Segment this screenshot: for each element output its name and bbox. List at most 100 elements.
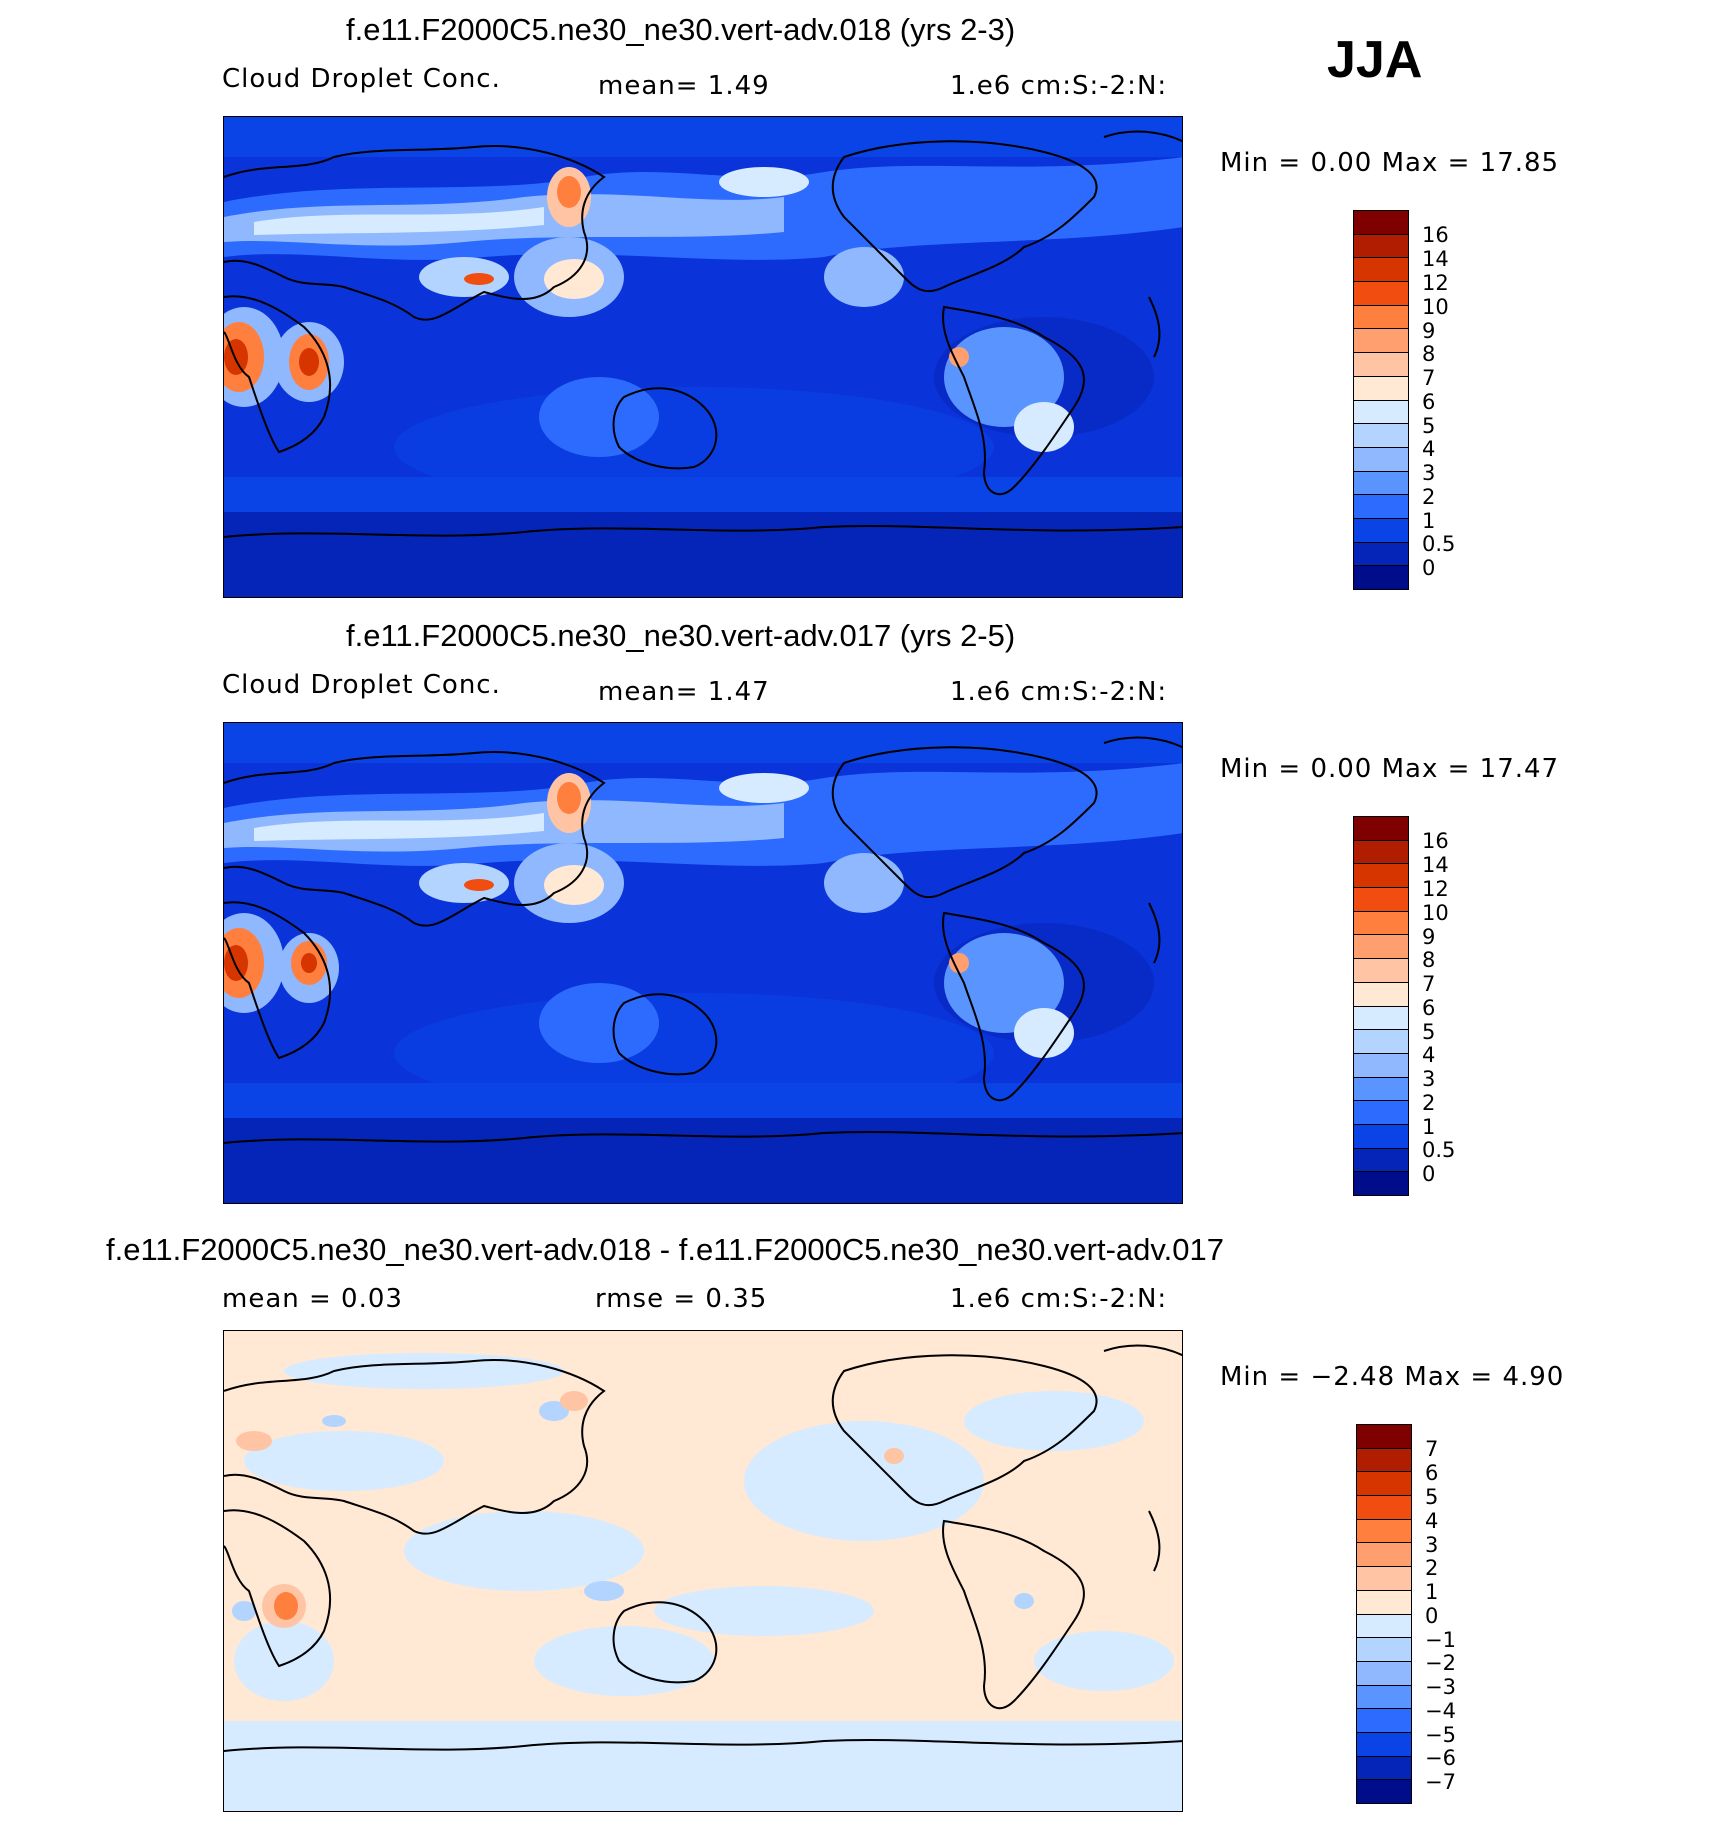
- panel-3-tick: −4: [1425, 1699, 1456, 1723]
- panel-2-colorbar-cell: [1354, 1124, 1408, 1149]
- panel-1-colorbar-cell: [1354, 211, 1408, 235]
- panel-1-tick: 7: [1422, 366, 1436, 390]
- panel-3-tick: 3: [1425, 1533, 1439, 1557]
- panel-3-colorbar-cell: [1357, 1496, 1411, 1520]
- panel-2-units-label: 1.e6 cm:S:-2:N:: [950, 677, 1168, 707]
- panel-3-title: f.e11.F2000C5.ne30_ne30.vert-adv.018 - f…: [106, 1232, 1224, 1267]
- panel-2-map-svg: [224, 723, 1182, 1203]
- panel-3-colorbar-cell: [1357, 1709, 1411, 1733]
- panel-1-colorbar-cell: [1354, 282, 1408, 306]
- panel-3-map: [223, 1330, 1183, 1812]
- panel-1-colorbar-ticks: 16 14 12 10 9 8 7 6 5 4 3 2 1 0.5 0: [1422, 210, 1482, 590]
- panel-3-tick: 1: [1425, 1580, 1439, 1604]
- panel-3-rmse-label: rmse = 0.35: [595, 1284, 768, 1314]
- panel-2-tick: 5: [1422, 1020, 1436, 1044]
- panel-3-tick: 5: [1425, 1485, 1439, 1509]
- panel-2-tick: 0: [1422, 1162, 1436, 1186]
- panel-1-colorbar-cell: [1354, 376, 1408, 401]
- panel-3-colorbar-cell: [1357, 1448, 1411, 1473]
- panel-2-colorbar-cell: [1354, 817, 1408, 841]
- panel-3-colorbar-cell: [1357, 1732, 1411, 1757]
- panel-2-minmax: Min = 0.00 Max = 17.47: [1220, 754, 1560, 784]
- panel-2-colorbar-cell: [1354, 1006, 1408, 1031]
- panel-2-colorbar-cell: [1354, 864, 1408, 889]
- panel-3-mean-label: mean = 0.03: [222, 1284, 403, 1314]
- panel-3-colorbar-cell: [1357, 1567, 1411, 1591]
- panel-3-tick: −2: [1425, 1651, 1456, 1675]
- panel-3-minmax: Min = −2.48 Max = 4.90: [1220, 1362, 1565, 1392]
- panel-1-tick: 9: [1422, 319, 1436, 343]
- panel-1-colorbar-cell: [1354, 566, 1408, 589]
- panel-1-variable-label: Cloud Droplet Conc.: [222, 64, 501, 94]
- panel-1-tick: 4: [1422, 437, 1436, 461]
- panel-3-colorbar-cell: [1357, 1472, 1411, 1497]
- panel-2-variable-label: Cloud Droplet Conc.: [222, 670, 501, 700]
- panel-1-title: f.e11.F2000C5.ne30_ne30.vert-adv.018 (yr…: [346, 12, 1016, 47]
- panel-2-tick: 6: [1422, 996, 1436, 1020]
- panel-3-tick: −1: [1425, 1628, 1456, 1652]
- panel-1-tick: 8: [1422, 342, 1436, 366]
- panel-2-colorbar-cell: [1354, 982, 1408, 1007]
- panel-3-colorbar-cell: [1357, 1685, 1411, 1710]
- panel-2-tick: 8: [1422, 948, 1436, 972]
- panel-1-map-svg: [224, 117, 1182, 597]
- panel-3-tick: 4: [1425, 1509, 1439, 1533]
- panel-2-mean-label: mean= 1.47: [598, 677, 770, 707]
- panel-1-colorbar: [1353, 210, 1409, 590]
- panel-1-colorbar-cell: [1354, 305, 1408, 330]
- panel-3-units-label: 1.e6 cm:S:-2:N:: [950, 1284, 1168, 1314]
- panel-3-colorbar-cell: [1357, 1543, 1411, 1568]
- panel-3-tick: 2: [1425, 1556, 1439, 1580]
- panel-2-tick: 14: [1422, 853, 1449, 877]
- panel-2-colorbar-cell: [1354, 1053, 1408, 1078]
- panel-1-colorbar-cell: [1354, 234, 1408, 259]
- panel-3-tick: −3: [1425, 1675, 1456, 1699]
- panel-2-colorbar-cell: [1354, 911, 1408, 936]
- panel-1-tick: 0: [1422, 556, 1436, 580]
- panel-2-colorbar: [1353, 816, 1409, 1196]
- panel-2-map: [223, 722, 1183, 1204]
- panel-3-colorbar-cell: [1357, 1756, 1411, 1781]
- panel-2-title: f.e11.F2000C5.ne30_ne30.vert-adv.017 (yr…: [346, 618, 1016, 653]
- panel-2-tick: 12: [1422, 877, 1449, 901]
- panel-2-tick: 7: [1422, 972, 1436, 996]
- panel-1-tick: 3: [1422, 461, 1436, 485]
- panel-1-tick: 14: [1422, 247, 1449, 271]
- panel-1-mean-label: mean= 1.49: [598, 71, 770, 101]
- panel-1-tick: 2: [1422, 485, 1436, 509]
- panel-3-colorbar-cell: [1357, 1661, 1411, 1686]
- panel-3-colorbar-ticks: 7 6 5 4 3 2 1 0 −1 −2 −3 −4 −5 −6 −7: [1425, 1424, 1485, 1804]
- panel-1-tick: 16: [1422, 223, 1449, 247]
- panel-3-colorbar-cell: [1357, 1590, 1411, 1615]
- panel-1-colorbar-cell: [1354, 471, 1408, 496]
- panel-3-tick: −7: [1425, 1770, 1456, 1794]
- panel-1-tick: 6: [1422, 390, 1436, 414]
- panel-2-colorbar-cell: [1354, 935, 1408, 960]
- panel-3-tick: 0: [1425, 1604, 1439, 1628]
- panel-3-colorbar-cell: [1357, 1780, 1411, 1803]
- panel-1-colorbar-cell: [1354, 258, 1408, 283]
- panel-2-colorbar-cell: [1354, 1101, 1408, 1125]
- panel-2-tick: 9: [1422, 925, 1436, 949]
- panel-3-colorbar: [1356, 1424, 1412, 1804]
- panel-1-tick: 1: [1422, 509, 1436, 533]
- panel-1-map: [223, 116, 1183, 598]
- panel-1-tick: 5: [1422, 414, 1436, 438]
- panel-3-tick: −6: [1425, 1746, 1456, 1770]
- panel-3-map-svg: [224, 1331, 1182, 1811]
- panel-1-units-label: 1.e6 cm:S:-2:N:: [950, 71, 1168, 101]
- panel-3-tick: 6: [1425, 1461, 1439, 1485]
- panel-3-colorbar-cell: [1357, 1638, 1411, 1662]
- panel-2-tick: 10: [1422, 901, 1449, 925]
- panel-2-tick: 4: [1422, 1043, 1436, 1067]
- panel-1-tick: 0.5: [1422, 532, 1456, 556]
- panel-1-colorbar-cell: [1354, 447, 1408, 472]
- panel-2-colorbar-cell: [1354, 1172, 1408, 1195]
- panel-1-tick: 10: [1422, 295, 1449, 319]
- panel-1-colorbar-cell: [1354, 424, 1408, 448]
- panel-1-colorbar-cell: [1354, 495, 1408, 519]
- panel-2-colorbar-cell: [1354, 1148, 1408, 1173]
- panel-2-colorbar-ticks: 16 14 12 10 9 8 7 6 5 4 3 2 1 0.5 0: [1422, 816, 1482, 1196]
- panel-2-colorbar-cell: [1354, 1030, 1408, 1054]
- panel-1-colorbar-cell: [1354, 518, 1408, 543]
